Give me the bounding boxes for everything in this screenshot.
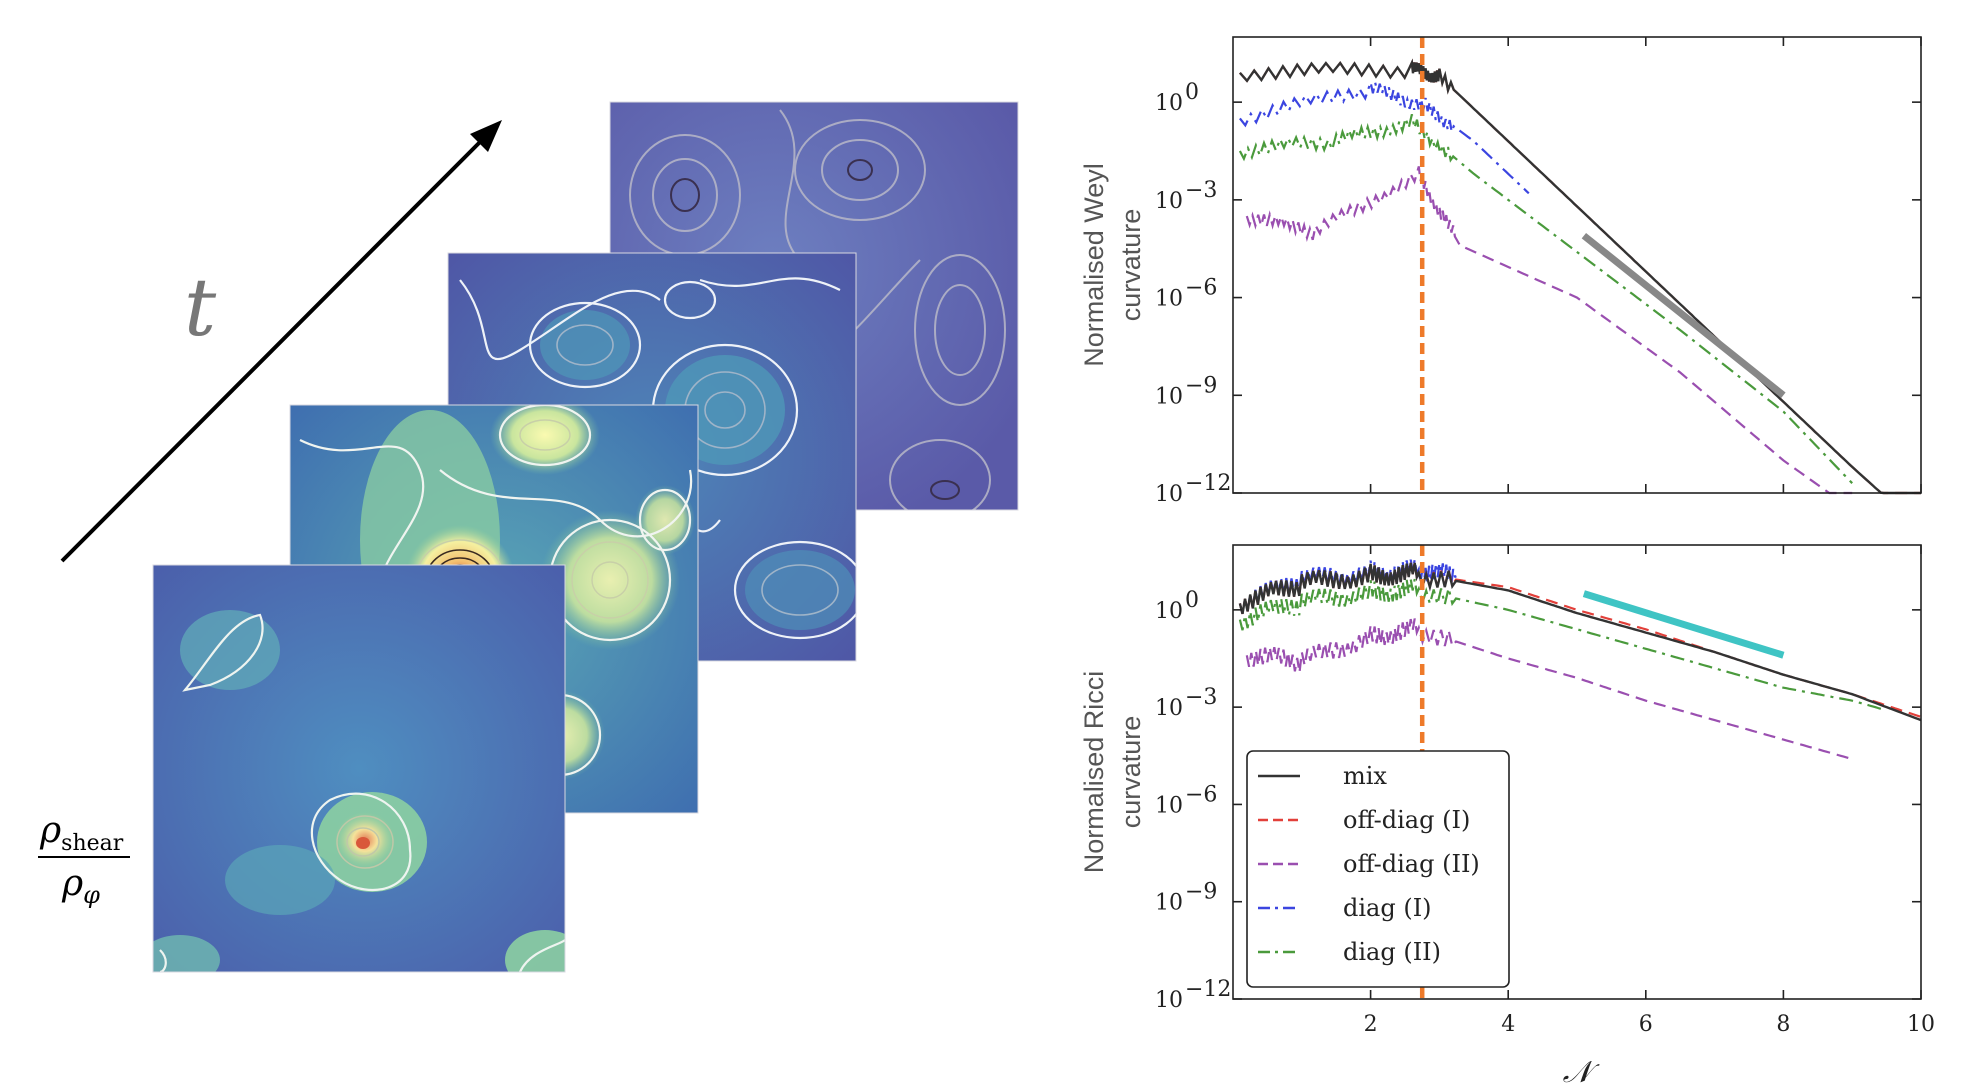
heatmap-panel-1 xyxy=(153,565,565,972)
legend-label-off-diag-ii: off-diag (II) xyxy=(1343,850,1480,878)
legend-label-diag-ii: diag (II) xyxy=(1343,938,1441,966)
time-arrow xyxy=(60,120,502,563)
weyl-series-diag-ii xyxy=(1238,114,1853,484)
ricci-xtick-label: 2 xyxy=(1364,1012,1378,1037)
ricci-series-off-diag-ii xyxy=(1245,618,1853,761)
ricci-series-mix xyxy=(1238,562,1922,722)
weyl-x-ticks xyxy=(1369,37,1922,493)
ricci-reference-slope-line xyxy=(1582,590,1785,659)
legend-items: mix off-diag (I) off-diag (II) diag (I) diag… xyxy=(1258,762,1480,966)
heatmap-stack xyxy=(152,101,1019,973)
weyl-series-mix xyxy=(1239,58,1921,495)
ricci-ylabel-line2: curvature xyxy=(1116,716,1146,829)
weyl-ytick-exponent: −9 xyxy=(1185,373,1217,398)
ricci-series-diag-i xyxy=(1238,559,1461,614)
weyl-ytick-label: 10 xyxy=(1155,482,1183,507)
ricci-xtick-label: 10 xyxy=(1907,1012,1935,1037)
ricci-ytick-label: 10 xyxy=(1155,599,1183,624)
legend-label-diag-i: diag (I) xyxy=(1343,894,1432,922)
svg-text:ρshear: ρshear xyxy=(39,810,124,856)
ricci-ytick-exponent: −3 xyxy=(1185,685,1217,710)
legend-label-mix: mix xyxy=(1343,762,1387,790)
weyl-ytick-exponent: −6 xyxy=(1185,276,1217,301)
ricci-xtick-label: 4 xyxy=(1501,1012,1515,1037)
legend-label-off-diag-i: off-diag (I) xyxy=(1343,806,1470,834)
ricci-ytick-exponent: 0 xyxy=(1185,588,1199,613)
weyl-ylabel-line2: curvature xyxy=(1116,209,1146,322)
weyl-ytick-exponent: −12 xyxy=(1185,471,1231,496)
ricci-ytick-label: 10 xyxy=(1155,988,1183,1013)
weyl-ylabel-line1: Normalised Weyl xyxy=(1079,163,1109,367)
ricci-x-ticks: 2 4 6 8 10 xyxy=(1364,545,1935,1037)
ratio-label: ρshear ρφ xyxy=(38,810,130,909)
weyl-chart-frame xyxy=(1232,36,1922,494)
weyl-ytick-exponent: −3 xyxy=(1185,178,1217,203)
svg-text:ρφ: ρφ xyxy=(61,863,100,909)
ricci-ytick-exponent: −9 xyxy=(1185,880,1217,905)
weyl-ytick-label: 10 xyxy=(1155,91,1183,116)
ricci-ytick-label: 10 xyxy=(1155,696,1183,721)
weyl-ytick-label: 10 xyxy=(1155,287,1183,312)
weyl-series-off-diag-i xyxy=(1239,58,1921,495)
ricci-ytick-label: 10 xyxy=(1155,793,1183,818)
weyl-ytick-label: 10 xyxy=(1155,189,1183,214)
ricci-xtick-label: 6 xyxy=(1639,1012,1653,1037)
ricci-xtick-label: 8 xyxy=(1776,1012,1790,1037)
weyl-ytick-exponent: 0 xyxy=(1185,80,1199,105)
weyl-chart-marks xyxy=(1238,37,1921,495)
legend: mix off-diag (I) off-diag (II) diag (I) diag… xyxy=(1246,750,1510,988)
ricci-ylabel-line1: Normalised Ricci xyxy=(1079,671,1109,874)
legend-box xyxy=(1246,750,1510,988)
weyl-series-off-diag-ii xyxy=(1245,166,1853,495)
ricci-ytick-exponent: −12 xyxy=(1185,977,1231,1002)
ratio-numerator-sub: shear xyxy=(61,831,124,856)
ratio-denominator-sub: φ xyxy=(83,881,100,909)
weyl-ytick-label: 10 xyxy=(1155,384,1183,409)
ratio-numerator: ρ xyxy=(39,810,61,851)
weyl-series-diag-i xyxy=(1239,78,1530,195)
time-label: t xyxy=(184,261,217,354)
ricci-xlabel: 𝒩 xyxy=(1563,1055,1601,1090)
weyl-reference-slope-line xyxy=(1581,232,1786,399)
ricci-ytick-exponent: −6 xyxy=(1185,782,1217,807)
ratio-denominator: ρ xyxy=(61,863,83,904)
ricci-ytick-label: 10 xyxy=(1155,891,1183,916)
ricci-chart-frame xyxy=(1232,544,1922,1000)
